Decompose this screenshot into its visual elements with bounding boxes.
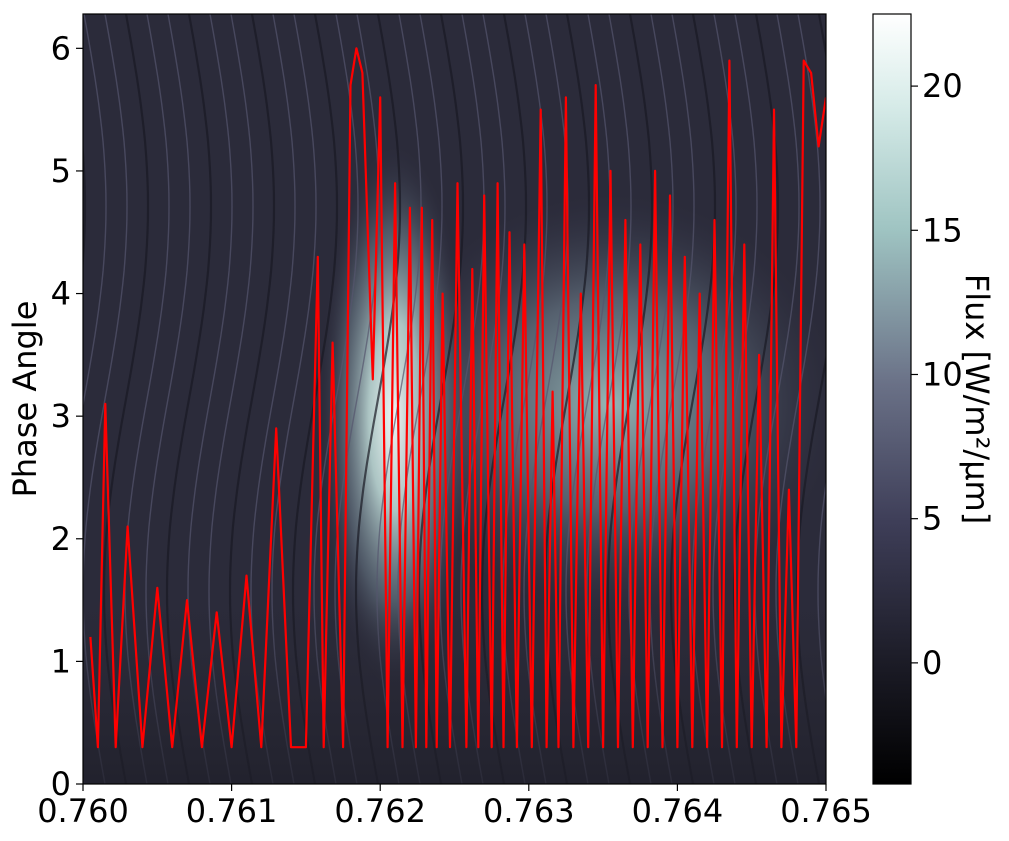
y-tick-label: 5 bbox=[51, 152, 71, 190]
y-tick-label: 2 bbox=[51, 520, 71, 558]
y-axis: 0 1 2 3 4 5 6 bbox=[51, 29, 83, 803]
colorbar-tick-label: 10 bbox=[922, 355, 963, 393]
colorbar-ticks: 0 5 10 15 20 bbox=[911, 67, 963, 682]
y-axis-label: Phase Angle bbox=[6, 301, 44, 498]
x-tick-label: 0.765 bbox=[780, 792, 872, 830]
x-tick-label: 0.761 bbox=[186, 792, 278, 830]
colorbar-label: Flux [W/m²/μm] bbox=[958, 274, 996, 524]
y-tick-label: 3 bbox=[51, 397, 71, 435]
colorbar-tick-label: 20 bbox=[922, 67, 963, 105]
low-phase-shade bbox=[83, 600, 826, 784]
y-tick-label: 1 bbox=[51, 642, 71, 680]
y-tick-label: 6 bbox=[51, 29, 71, 67]
colorbar-tick-label: 0 bbox=[922, 644, 942, 682]
x-tick-label: 0.763 bbox=[483, 792, 575, 830]
y-tick-label: 4 bbox=[51, 275, 71, 313]
colorbar-tick-label: 5 bbox=[922, 500, 942, 538]
y-tick-label: 0 bbox=[51, 765, 71, 803]
plot-area bbox=[41, 14, 862, 784]
x-axis: 0.760 0.761 0.762 0.763 0.764 0.765 bbox=[37, 784, 872, 830]
colorbar-gradient bbox=[873, 14, 911, 784]
x-tick-label: 0.764 bbox=[632, 792, 724, 830]
colorbar-tick-label: 15 bbox=[922, 211, 963, 249]
x-tick-label: 0.762 bbox=[334, 792, 426, 830]
colorbar: 0 5 10 15 20 bbox=[873, 14, 963, 784]
